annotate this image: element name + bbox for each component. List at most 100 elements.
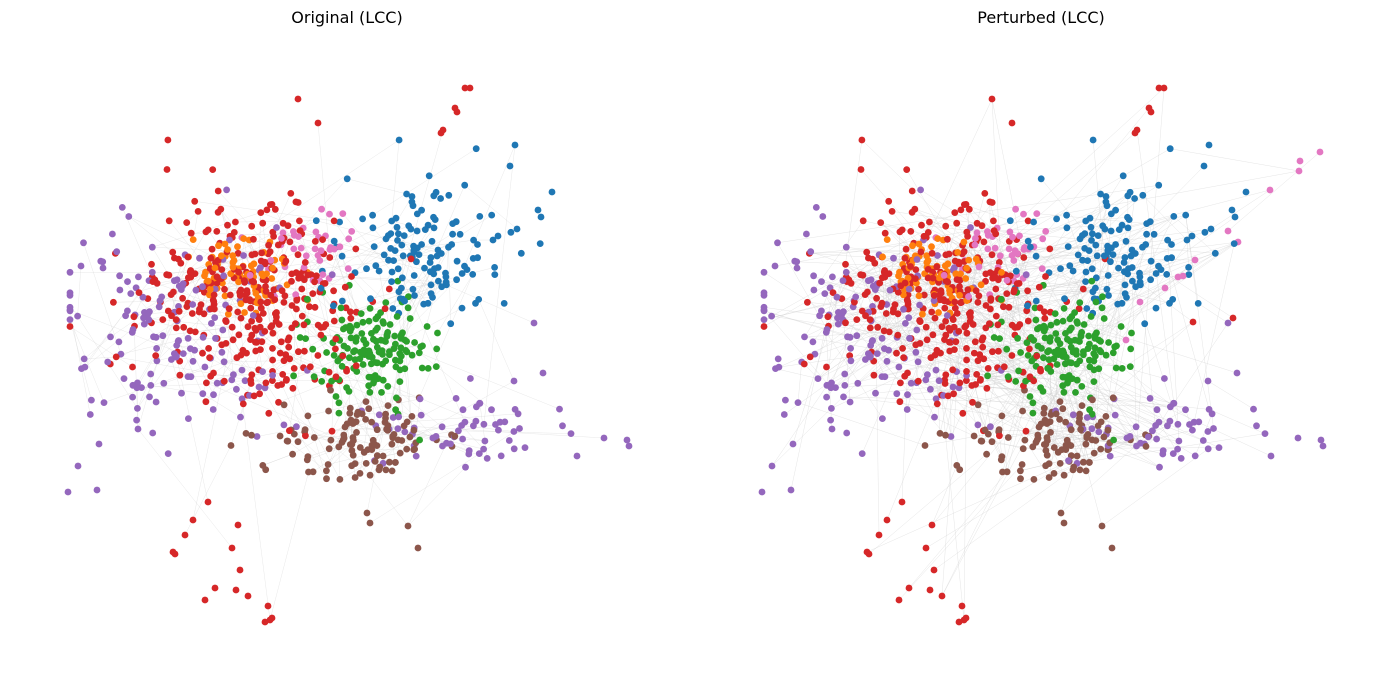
graph-node-blue: [1122, 237, 1130, 245]
graph-node-green: [393, 394, 400, 402]
graph-node-green: [1066, 315, 1074, 323]
graph-node-brown: [1067, 452, 1075, 460]
graph-node-orange: [229, 259, 237, 266]
graph-node-red: [262, 379, 270, 387]
graph-edge: [1004, 330, 1045, 368]
graph-node-red: [277, 338, 285, 346]
graph-node-purple: [878, 334, 886, 342]
graph-node-blue: [431, 216, 439, 224]
graph-node-purple: [375, 411, 383, 419]
graph-edge: [1014, 216, 1174, 289]
graph-node-brown: [1098, 522, 1106, 530]
graph-node-red: [983, 384, 991, 392]
graph-node-red: [234, 521, 242, 529]
graph-node-green: [1032, 316, 1040, 324]
graph-edge: [338, 446, 341, 480]
graph-node-red: [924, 274, 932, 282]
graph-node-purple: [556, 405, 563, 413]
graph-edge: [826, 332, 883, 419]
graph-node-purple: [467, 375, 474, 382]
graph-node-pink: [991, 244, 999, 252]
graph-node-purple: [1190, 418, 1198, 426]
graph-node-green: [1085, 332, 1093, 340]
graph-node-pink: [1020, 210, 1027, 218]
graph-node-red: [268, 201, 276, 208]
graph-node-purple: [1210, 425, 1217, 432]
graph-node-pink: [300, 264, 308, 271]
graph-node-red: [866, 316, 874, 323]
graph-node-purple: [134, 425, 142, 433]
graph-node-red: [385, 285, 393, 293]
graph-node-purple: [99, 258, 107, 266]
graph-node-blue: [489, 236, 497, 244]
graph-node-blue: [1139, 243, 1146, 251]
graph-node-purple: [760, 316, 768, 323]
graph-node-green: [1099, 293, 1106, 301]
graph-node-brown: [353, 411, 361, 418]
graph-node-blue: [427, 268, 434, 276]
graph-node-green: [415, 349, 423, 357]
graph-node-red: [206, 354, 214, 361]
graph-node-red: [301, 259, 309, 266]
graph-node-blue: [1169, 296, 1177, 303]
graph-edge: [964, 204, 1011, 221]
graph-node-pink: [1316, 148, 1324, 156]
graph-node-red: [956, 379, 964, 387]
graph-node-green: [366, 349, 374, 357]
graph-edge: [299, 178, 348, 231]
graph-node-purple: [1123, 434, 1131, 442]
graph-node-green: [1074, 337, 1082, 345]
graph-node-red: [328, 427, 336, 435]
graph-node-red: [321, 280, 329, 287]
graph-node-red: [911, 275, 919, 282]
graph-edge: [84, 356, 117, 360]
graph-node-green: [1087, 313, 1095, 320]
graph-node-green: [1044, 348, 1051, 356]
graph-node-brown: [1094, 422, 1102, 430]
graph-node-brown: [289, 450, 296, 458]
graph-node-purple: [293, 423, 300, 431]
graph-node-blue: [491, 264, 498, 271]
graph-node-red: [248, 251, 256, 259]
graph-node-pink: [319, 271, 327, 278]
graph-node-red: [214, 187, 222, 195]
graph-node-green: [303, 295, 311, 303]
graph-node-blue: [474, 241, 481, 248]
graph-node-red: [1020, 254, 1028, 261]
graph-node-red: [995, 347, 1002, 355]
graph-node-purple: [1144, 433, 1152, 441]
graph-node-red: [292, 198, 300, 206]
graph-node-red: [130, 313, 138, 321]
graph-node-green: [406, 315, 414, 322]
graph-edge: [249, 139, 400, 241]
graph-node-brown: [1044, 437, 1051, 444]
graph-node-orange: [215, 242, 222, 250]
graph-node-red: [262, 287, 270, 295]
graph-node-purple: [1215, 444, 1223, 451]
graph-node-blue: [434, 246, 442, 254]
graph-node-purple: [924, 371, 931, 379]
graph-node-red: [907, 263, 914, 270]
graph-node-red: [278, 287, 286, 295]
graph-node-purple: [116, 286, 124, 294]
graph-edge: [1170, 148, 1300, 172]
graph-node-orange: [896, 268, 903, 276]
graph-node-green: [1060, 388, 1068, 396]
graph-node-purple: [462, 463, 469, 471]
graph-node-red: [181, 531, 189, 539]
graph-edge: [210, 358, 251, 381]
graph-edge: [1098, 303, 1123, 341]
graph-edge: [924, 433, 989, 446]
graph-node-purple: [104, 358, 112, 366]
graph-node-orange: [237, 300, 245, 308]
graph-node-red: [279, 371, 287, 378]
graph-node-red: [279, 219, 287, 227]
graph-node-red: [290, 365, 298, 372]
graph-edge: [206, 369, 243, 384]
graph-node-purple: [147, 382, 155, 389]
graph-node-purple: [148, 243, 156, 251]
graph-node-pink: [1295, 167, 1303, 175]
graph-node-green: [1059, 317, 1067, 325]
graph-edge: [971, 385, 1044, 392]
graph-node-blue: [375, 267, 383, 275]
